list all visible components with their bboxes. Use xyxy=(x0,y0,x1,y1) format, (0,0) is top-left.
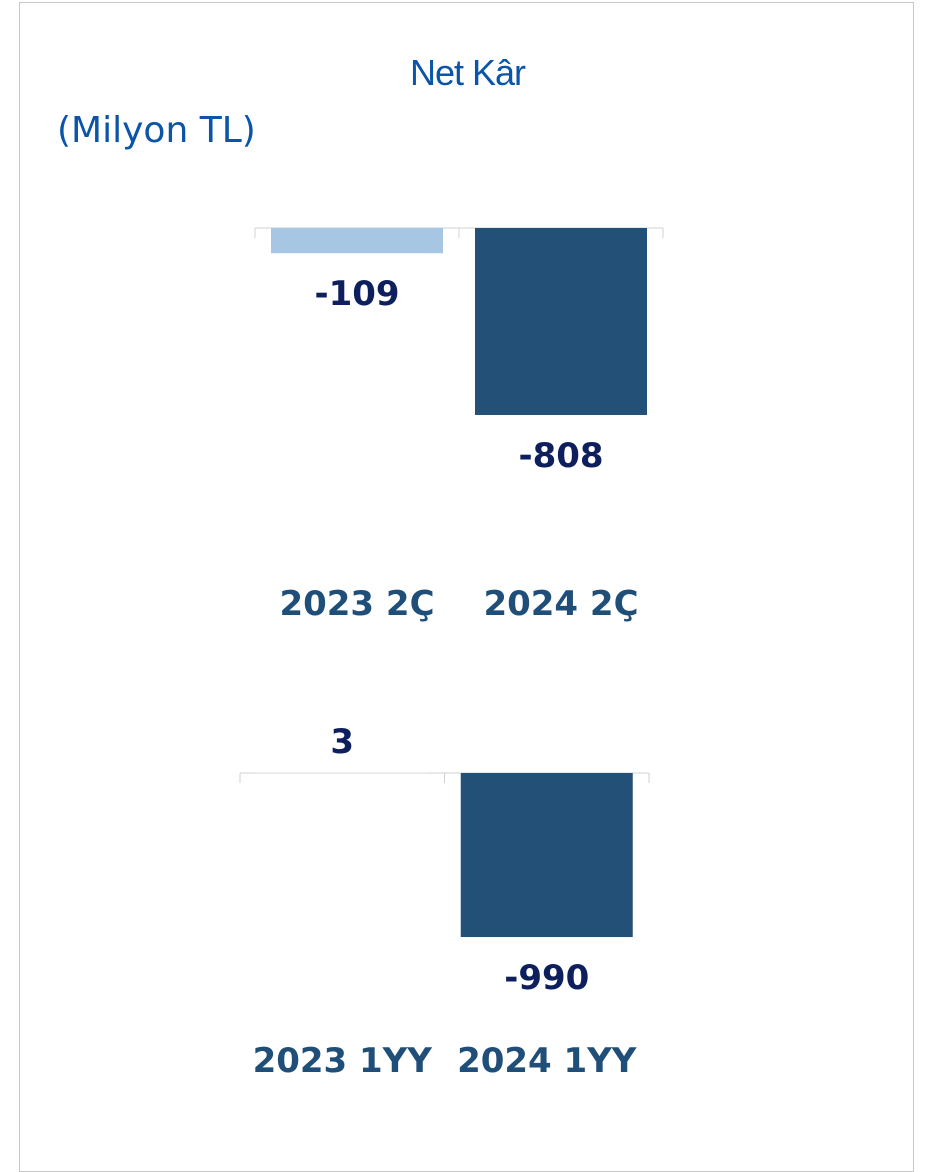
bar xyxy=(460,773,633,938)
data-label: -109 xyxy=(314,274,399,314)
chart-title: Net Kâr xyxy=(409,52,526,93)
bar xyxy=(256,772,429,773)
bar xyxy=(475,228,647,415)
data-label: 3 xyxy=(330,722,354,762)
chart-subtitle: (Milyon TL) xyxy=(57,110,256,151)
data-label: -990 xyxy=(504,958,589,998)
bar xyxy=(271,228,443,254)
category-label: 2023 2Ç xyxy=(279,584,434,624)
category-label: 2023 1YY xyxy=(253,1041,433,1081)
data-label: -808 xyxy=(518,436,603,476)
category-label: 2024 1YY xyxy=(457,1041,637,1081)
chart-frame xyxy=(19,2,914,1172)
category-label: 2024 2Ç xyxy=(483,584,638,624)
